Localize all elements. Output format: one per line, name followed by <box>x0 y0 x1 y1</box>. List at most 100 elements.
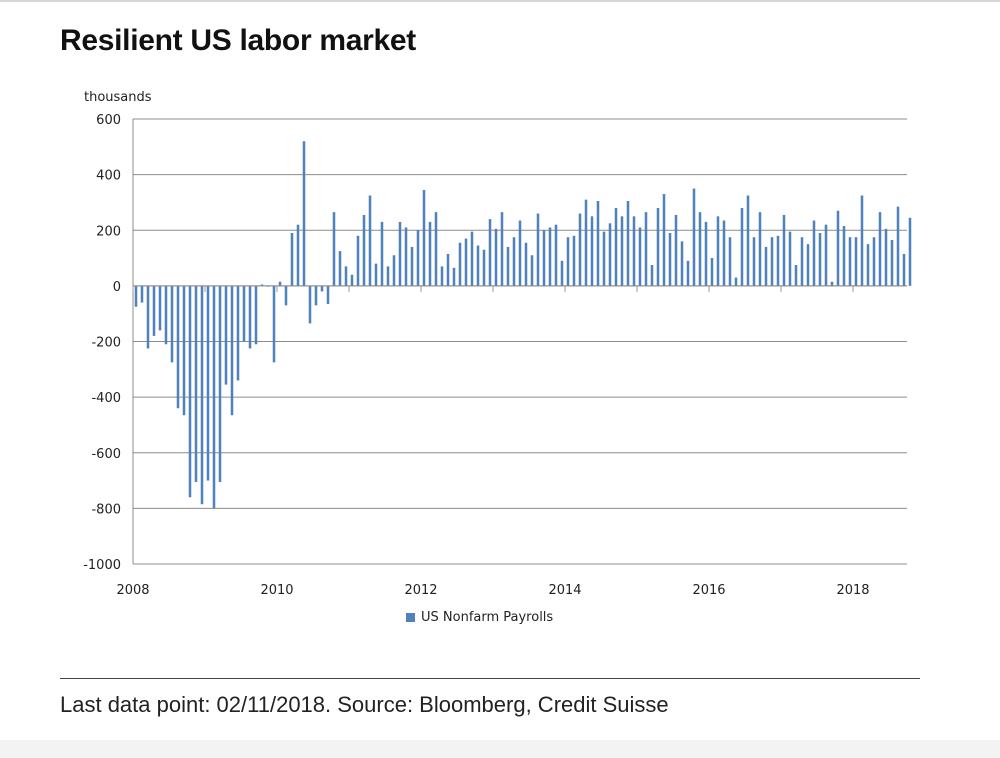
bar <box>398 221 402 286</box>
bar <box>242 285 246 342</box>
y-tick-label: 200 <box>96 224 121 239</box>
y-tick-label: -400 <box>91 391 121 406</box>
bar <box>260 284 264 286</box>
bar <box>806 244 810 286</box>
bar <box>770 237 774 286</box>
bar <box>212 285 216 509</box>
bar <box>866 244 870 286</box>
bottom-band <box>0 740 1000 758</box>
bar <box>554 224 558 286</box>
bar <box>308 285 312 324</box>
bar <box>578 213 582 286</box>
bar <box>884 228 888 286</box>
bar <box>698 212 702 286</box>
bar <box>188 285 192 498</box>
y-axis-unit-label: thousands <box>84 90 152 105</box>
source-note: Last data point: 02/11/2018. Source: Blo… <box>60 692 669 717</box>
bar <box>842 226 846 286</box>
bar <box>254 285 258 345</box>
bar <box>392 255 396 286</box>
bar <box>488 219 492 286</box>
bar <box>320 285 324 292</box>
y-tick-label: 0 <box>113 280 121 295</box>
bar <box>566 237 570 286</box>
x-tick-label: 2018 <box>836 583 869 595</box>
legend-label: US Nonfarm Payrolls <box>421 610 554 625</box>
bar <box>248 285 252 349</box>
bar <box>536 213 540 286</box>
bar <box>830 281 834 286</box>
y-tick-label: 600 <box>96 113 121 128</box>
x-tick-label: 2008 <box>116 583 149 595</box>
bar <box>650 265 654 286</box>
bar <box>194 285 198 482</box>
bar <box>854 237 858 286</box>
bar <box>284 285 288 306</box>
bar <box>200 285 204 505</box>
bar <box>668 233 672 286</box>
bar <box>224 285 228 385</box>
x-tick-label: 2012 <box>404 583 437 595</box>
bar <box>734 277 738 286</box>
bar <box>608 223 612 286</box>
bar <box>542 230 546 286</box>
footer-divider <box>60 678 920 679</box>
bar <box>422 189 426 286</box>
bar <box>530 255 534 286</box>
bar <box>818 233 822 286</box>
x-tick-label: 2014 <box>548 583 581 595</box>
bar <box>326 285 330 304</box>
bar <box>626 201 630 286</box>
chart-legend: US Nonfarm Payrolls <box>406 610 553 625</box>
x-tick-label: 2010 <box>260 583 293 595</box>
bar <box>896 206 900 286</box>
bar <box>140 285 144 303</box>
legend-swatch <box>406 613 415 622</box>
bar <box>836 210 840 286</box>
bar <box>776 235 780 286</box>
bar <box>296 224 300 286</box>
bar <box>680 241 684 286</box>
y-tick-label: -600 <box>91 447 121 462</box>
bar <box>848 237 852 286</box>
bar <box>746 195 750 286</box>
bar <box>686 260 690 286</box>
bar <box>362 214 366 286</box>
bar <box>332 212 336 286</box>
bar <box>758 212 762 286</box>
bar <box>464 238 468 286</box>
bar <box>752 237 756 286</box>
bar <box>560 260 564 286</box>
bar <box>428 221 432 286</box>
bar <box>908 217 912 286</box>
bar <box>692 188 696 286</box>
bar <box>764 246 768 286</box>
bar <box>872 237 876 286</box>
bar <box>740 208 744 286</box>
bar <box>722 220 726 286</box>
bar <box>638 227 642 286</box>
bar <box>860 195 864 286</box>
bar <box>794 265 798 286</box>
payrolls-bar-chart: 600 400 200 0 -200 -400 -600 -800 -1000 2008 2010 2… <box>83 113 912 595</box>
bar <box>134 285 138 307</box>
bar <box>302 141 306 286</box>
bar <box>644 212 648 286</box>
bar <box>380 221 384 286</box>
bar <box>716 216 720 286</box>
bar <box>206 285 210 481</box>
bar <box>500 212 504 286</box>
y-tick-label: -200 <box>91 336 121 351</box>
bar <box>584 199 588 286</box>
bar <box>548 227 552 286</box>
bar <box>728 237 732 286</box>
bar <box>236 285 240 381</box>
bar <box>374 263 378 286</box>
top-rule <box>0 0 1000 2</box>
bar <box>788 231 792 286</box>
bar <box>170 285 174 363</box>
bar <box>512 237 516 286</box>
bar <box>902 253 906 286</box>
page-title: Resilient US labor market <box>60 24 416 57</box>
y-tick-label: -1000 <box>83 558 121 573</box>
